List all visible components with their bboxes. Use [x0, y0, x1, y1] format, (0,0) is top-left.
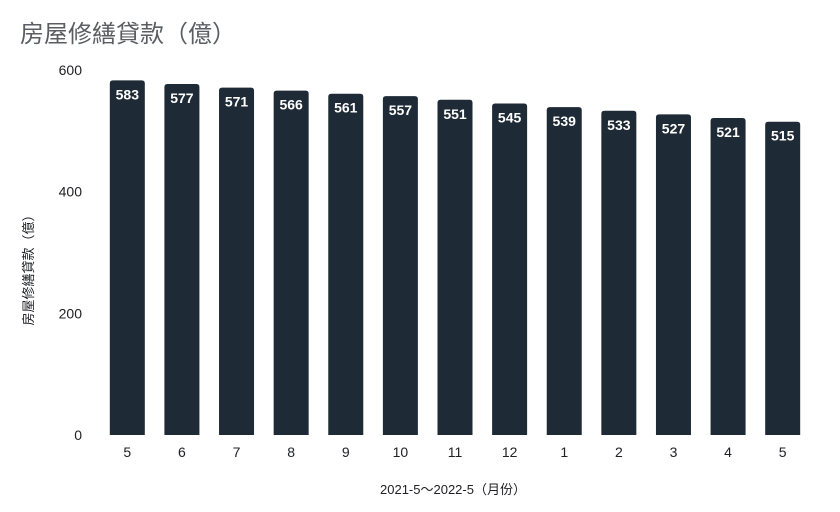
x-tick-label: 1: [560, 444, 568, 460]
bar-value-label: 561: [334, 100, 358, 116]
bar-value-label: 571: [225, 94, 249, 110]
chart-title: 房屋修繕貸款（億）: [20, 21, 236, 48]
bar: [765, 121, 801, 435]
x-tick-label: 12: [502, 444, 518, 460]
x-tick-label: 5: [779, 444, 787, 460]
bar: [655, 114, 691, 436]
y-axis-label: 房屋修繕貸款（億）: [21, 208, 36, 325]
bars-group: 583 577 571 566 561 557 551 545 539 533 527 521 515: [109, 80, 801, 436]
x-tick-label: 7: [233, 444, 241, 460]
x-tick-label: 5: [123, 444, 131, 460]
bar-value-label: 557: [389, 102, 413, 118]
bar: [109, 80, 145, 435]
bar: [273, 90, 309, 435]
bar-value-label: 551: [443, 106, 467, 122]
x-tick-label: 8: [287, 444, 295, 460]
bar: [219, 87, 255, 436]
x-tick-label: 10: [393, 444, 409, 460]
bar: [710, 118, 746, 435]
bar-value-label: 533: [607, 117, 631, 133]
bar: [437, 99, 473, 435]
x-tick-label: 4: [724, 444, 732, 460]
y-tick-label: 600: [59, 62, 83, 78]
bar: [328, 93, 364, 435]
bar: [601, 110, 637, 435]
bar: [546, 107, 582, 435]
y-tick-label: 200: [59, 305, 83, 321]
x-tick-label: 11: [448, 444, 463, 460]
x-axis-ticks: 5 6 7 8 9 10 11 12 1 2 3 4 5: [123, 444, 786, 460]
bar: [492, 103, 528, 435]
bar: [164, 83, 200, 435]
bar-value-label: 515: [771, 128, 795, 144]
bar-value-label: 583: [116, 86, 140, 102]
bar-value-label: 527: [662, 120, 686, 136]
bar-value-label: 539: [553, 113, 577, 129]
y-tick-label: 0: [74, 427, 82, 443]
bar-value-label: 521: [716, 124, 740, 140]
bar-value-label: 577: [170, 90, 194, 106]
x-axis-label: 2021-5～2022-5（月份）: [380, 482, 526, 497]
x-tick-label: 2: [615, 444, 623, 460]
x-tick-label: 3: [670, 444, 678, 460]
bar-value-label: 545: [498, 109, 522, 125]
y-axis-ticks: 0 200 400 600: [59, 62, 83, 443]
y-tick-label: 400: [59, 184, 83, 200]
x-tick-label: 9: [342, 444, 350, 460]
x-tick-label: 6: [178, 444, 186, 460]
bar-value-label: 566: [279, 97, 303, 113]
bar: [382, 96, 418, 436]
